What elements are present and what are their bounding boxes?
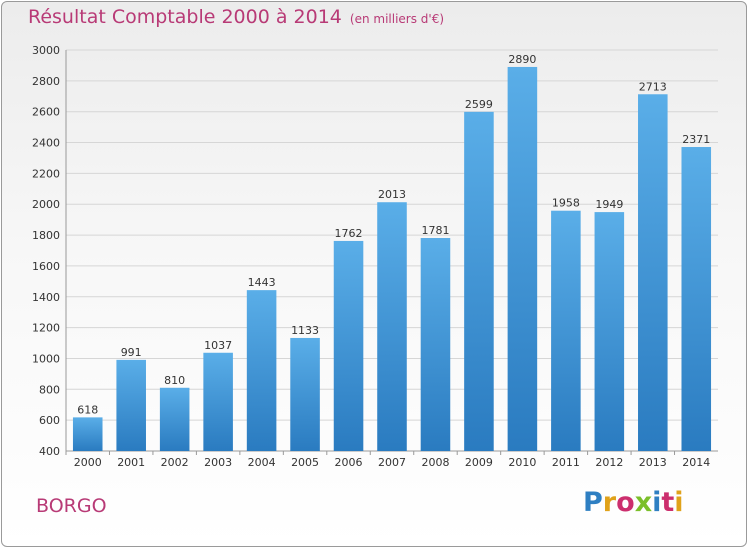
bar	[464, 111, 494, 452]
logo-letter: o	[616, 487, 635, 518]
place-name: BORGO	[36, 495, 107, 517]
y-tick-label: 2400	[32, 137, 60, 150]
bar-value-label: 1443	[248, 276, 276, 289]
x-tick-label: 2000	[74, 456, 102, 469]
y-tick-label: 1600	[32, 260, 60, 273]
bar-value-label: 1949	[595, 198, 623, 211]
y-tick-label: 2800	[32, 75, 60, 88]
bar-value-label: 991	[121, 346, 142, 359]
bar	[420, 238, 451, 451]
title-text: Résultat Comptable 2000 à 2014	[28, 6, 342, 28]
bar-value-label: 810	[164, 374, 185, 387]
x-tick-label: 2008	[421, 456, 449, 469]
logo-letter: r	[602, 487, 617, 518]
x-tick-label: 2007	[378, 456, 406, 469]
y-tick-label: 3000	[32, 44, 60, 57]
x-tick-label: 2013	[639, 456, 667, 469]
y-tick-label: 2200	[32, 167, 60, 180]
bar	[246, 290, 277, 451]
logo-letter: i	[652, 487, 662, 518]
bar	[551, 210, 581, 451]
bar	[681, 147, 712, 451]
x-tick-label: 2005	[291, 456, 319, 469]
chart-title: Résultat Comptable 2000 à 2014 (en millie…	[28, 6, 444, 28]
bar	[638, 94, 668, 452]
logo-letter: t	[661, 487, 675, 518]
y-tick-label: 2600	[32, 106, 60, 119]
y-tick-label: 2000	[32, 198, 60, 211]
y-tick-label: 800	[39, 383, 60, 396]
bar-value-label: 2713	[639, 80, 667, 93]
bar	[377, 202, 407, 451]
logo-letter: P	[583, 487, 603, 518]
x-tick-label: 2010	[508, 456, 536, 469]
x-tick-label: 2014	[682, 456, 710, 469]
y-tick-label: 1800	[32, 229, 60, 242]
bar-value-label: 618	[77, 403, 98, 416]
logo-letter: x	[634, 487, 653, 518]
x-tick-label: 2011	[552, 456, 580, 469]
y-tick-label: 1200	[32, 322, 60, 335]
x-tick-label: 2002	[161, 456, 189, 469]
bar	[203, 352, 233, 451]
bar-value-label: 1133	[291, 324, 319, 337]
bar-value-label: 2013	[378, 188, 406, 201]
x-tick-label: 2009	[465, 456, 493, 469]
y-tick-label: 1400	[32, 291, 60, 304]
bar-value-label: 1037	[204, 339, 232, 352]
bar-value-label: 2599	[465, 98, 493, 111]
bar-value-label: 1958	[552, 197, 580, 210]
proxiti-logo: Proxiti	[583, 487, 684, 518]
x-tick-label: 2012	[595, 456, 623, 469]
bar-value-label: 2890	[508, 53, 536, 66]
bar	[290, 337, 320, 451]
y-tick-label: 600	[39, 414, 60, 427]
x-tick-label: 2004	[248, 456, 276, 469]
x-tick-label: 2006	[335, 456, 363, 469]
bar	[333, 240, 364, 451]
bar	[116, 359, 146, 451]
x-tick-label: 2003	[204, 456, 232, 469]
bar	[507, 66, 538, 451]
y-tick-label: 1000	[32, 352, 60, 365]
bar	[72, 417, 103, 451]
bar-value-label: 1762	[335, 227, 363, 240]
y-tick-label: 400	[39, 445, 60, 458]
x-tick-label: 2001	[117, 456, 145, 469]
chart-subtitle: (en milliers d'€)	[349, 12, 445, 26]
bar	[594, 212, 625, 451]
bar-value-label: 1781	[421, 224, 449, 237]
bar-value-label: 2371	[682, 133, 710, 146]
bar	[159, 387, 190, 451]
logo-letter: i	[674, 487, 684, 518]
